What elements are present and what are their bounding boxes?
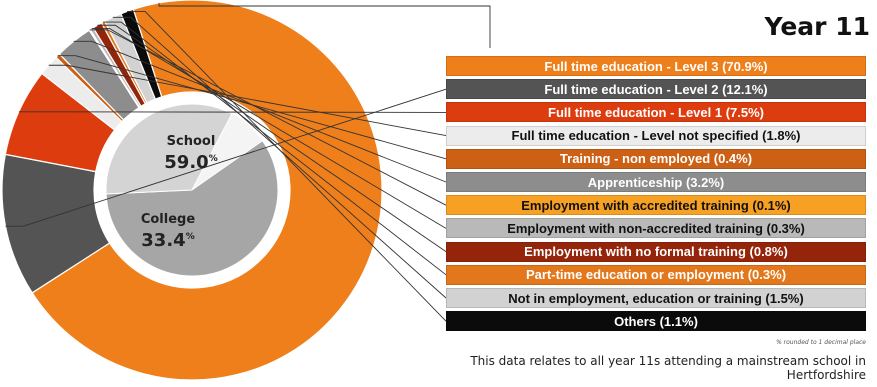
inner-slice-college: [105, 103, 233, 195]
caption: This data relates to all year 11s attend…: [470, 354, 866, 382]
inner-slice-school: [105, 139, 279, 277]
legend-item-level-1: Full time education - Level 1 (7.5%): [446, 102, 866, 123]
slice-full-time-education-level-3: [31, 0, 383, 381]
leader-line-training-non-employed: [57, 55, 447, 160]
leader-line-others: [127, 10, 447, 322]
legend-item-employment-no-training: Employment with no formal training (0.8%…: [446, 241, 866, 262]
leader-line-full-time-education-level-1: [18, 111, 447, 113]
legend-item-training: Training - non employed (0.4%): [446, 148, 866, 169]
inner-label-college: College: [141, 212, 196, 227]
footnote: % rounded to 1 decimal place: [776, 339, 866, 346]
leader-line-full-time-education-level-3: [158, 2, 491, 48]
leader-line-not-in-employment-education-or-training: [112, 16, 447, 299]
legend-item-neet: Not in employment, education or training…: [446, 288, 866, 308]
inner-value-school-unit: %: [209, 154, 218, 164]
inner-value-school-number: 59.0: [164, 152, 208, 173]
legend-item-part-time: Part-time education or employment (0.3%): [446, 264, 866, 285]
inner-value-school: 59.0%: [164, 152, 217, 173]
legend-item-level-not-specified: Full time education - Level not specifie…: [446, 125, 866, 146]
inner-value-college-number: 33.4: [141, 230, 185, 251]
inner-value-college-unit: %: [186, 232, 195, 242]
leader-lines: [5, 2, 491, 322]
chart-title: Year 11: [764, 12, 870, 41]
inner-label-school: School: [167, 134, 216, 149]
leader-line-employment-with-accredited-training: [89, 29, 447, 206]
outer-ring: [1, 0, 383, 381]
leader-line-employment-with-no-formal-training: [97, 24, 447, 252]
legend-item-apprenticeship: Apprenticeship (3.2%): [446, 172, 866, 192]
inner-pie: [105, 103, 279, 277]
legend-item-level-3: Full time education - Level 3 (70.9%): [446, 56, 866, 76]
leader-line-full-time-education-level-2: [5, 88, 447, 227]
inner-value-college: 33.4%: [141, 230, 194, 251]
legend-item-employment-accredited: Employment with accredited training (0.1…: [446, 195, 866, 216]
leader-line-employment-with-non-accredited-training: [91, 28, 447, 229]
legend-item-employment-non-accredited: Employment with non-accredited training …: [446, 218, 866, 239]
legend-item-others: Others (1.1%): [446, 311, 866, 332]
leader-line-full-time-education-level-not-specified: [48, 64, 447, 137]
leader-line-part-time-education-or-employment: [103, 21, 447, 276]
leader-line-apprenticeship: [73, 40, 447, 183]
legend-item-level-2: Full time education - Level 2 (12.1%): [446, 79, 866, 100]
